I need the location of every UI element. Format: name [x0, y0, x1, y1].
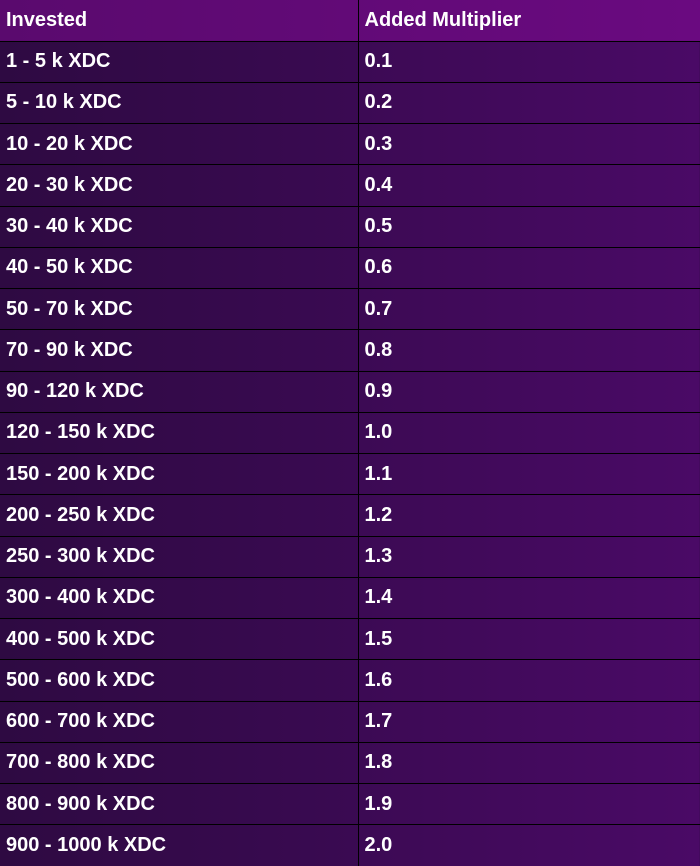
multiplier-cell: 0.1 [358, 40, 700, 83]
multiplier-cell: 0.8 [358, 329, 700, 371]
table-row: 200 - 250 k XDC 1.2 [0, 494, 700, 536]
table-row: 1 - 5 k XDC 0.1 [0, 40, 700, 83]
multiplier-cell: 0.4 [358, 164, 700, 206]
multiplier-cell: 0.9 [358, 370, 700, 413]
multiplier-cell: 1.6 [358, 659, 700, 701]
header-row: Invested Added Multiplier [0, 0, 700, 42]
invested-cell: 900 - 1000 k XDC [0, 824, 359, 866]
invested-cell: 300 - 400 k XDC [0, 576, 359, 619]
table-row: 5 - 10 k XDC 0.2 [0, 81, 700, 124]
table-row: 900 - 1000 k XDC 2.0 [0, 824, 700, 866]
table-row: 500 - 600 k XDC 1.6 [0, 659, 700, 701]
multiplier-cell: 1.1 [358, 452, 700, 495]
table-row: 400 - 500 k XDC 1.5 [0, 617, 700, 660]
invested-cell: 30 - 40 k XDC [0, 205, 359, 248]
invested-cell: 70 - 90 k XDC [0, 329, 359, 371]
table-row: 250 - 300 k XDC 1.3 [0, 535, 700, 578]
multiplier-cell: 0.7 [358, 287, 700, 330]
invested-cell: 250 - 300 k XDC [0, 535, 359, 578]
multiplier-cell: 1.9 [358, 782, 700, 825]
multiplier-cell: 1.8 [358, 741, 700, 784]
invested-cell: 200 - 250 k XDC [0, 494, 359, 536]
header-invested: Invested [0, 0, 359, 42]
multiplier-cell: 1.5 [358, 617, 700, 660]
table-row: 600 - 700 k XDC 1.7 [0, 700, 700, 743]
invested-cell: 120 - 150 k XDC [0, 411, 359, 454]
invested-cell: 600 - 700 k XDC [0, 700, 359, 743]
table-row: 800 - 900 k XDC 1.9 [0, 782, 700, 825]
multiplier-cell: 1.0 [358, 411, 700, 454]
table-row: 50 - 70 k XDC 0.7 [0, 287, 700, 330]
table-header: Invested Added Multiplier [0, 0, 700, 42]
invested-cell: 500 - 600 k XDC [0, 659, 359, 701]
invested-cell: 20 - 30 k XDC [0, 164, 359, 206]
invested-cell: 10 - 20 k XDC [0, 122, 359, 165]
table-row: 90 - 120 k XDC 0.9 [0, 370, 700, 413]
multiplier-cell: 0.5 [358, 205, 700, 248]
invested-cell: 50 - 70 k XDC [0, 287, 359, 330]
table-row: 120 - 150 k XDC 1.0 [0, 411, 700, 454]
invested-cell: 90 - 120 k XDC [0, 370, 359, 413]
invested-cell: 800 - 900 k XDC [0, 782, 359, 825]
multiplier-cell: 1.4 [358, 576, 700, 619]
table-row: 300 - 400 k XDC 1.4 [0, 576, 700, 619]
invested-cell: 150 - 200 k XDC [0, 452, 359, 495]
multiplier-cell: 0.2 [358, 81, 700, 124]
multiplier-cell: 0.6 [358, 246, 700, 289]
header-added-multiplier: Added Multiplier [358, 0, 700, 42]
table-row: 70 - 90 k XDC 0.8 [0, 329, 700, 371]
table-row: 20 - 30 k XDC 0.4 [0, 164, 700, 206]
multiplier-cell: 1.2 [358, 494, 700, 536]
table-body: 1 - 5 k XDC 0.1 5 - 10 k XDC 0.2 10 - 20 k X… [0, 40, 700, 866]
table-row: 700 - 800 k XDC 1.8 [0, 741, 700, 784]
invested-cell: 400 - 500 k XDC [0, 617, 359, 660]
table-row: 150 - 200 k XDC 1.1 [0, 452, 700, 495]
multiplier-cell: 0.3 [358, 122, 700, 165]
table-row: 40 - 50 k XDC 0.6 [0, 246, 700, 289]
multiplier-cell: 1.7 [358, 700, 700, 743]
multiplier-cell: 1.3 [358, 535, 700, 578]
invested-cell: 5 - 10 k XDC [0, 81, 359, 124]
table-row: 30 - 40 k XDC 0.5 [0, 205, 700, 248]
table-row: 10 - 20 k XDC 0.3 [0, 122, 700, 165]
invested-cell: 40 - 50 k XDC [0, 246, 359, 289]
invested-cell: 700 - 800 k XDC [0, 741, 359, 784]
invested-cell: 1 - 5 k XDC [0, 40, 359, 83]
multiplier-cell: 2.0 [358, 824, 700, 866]
